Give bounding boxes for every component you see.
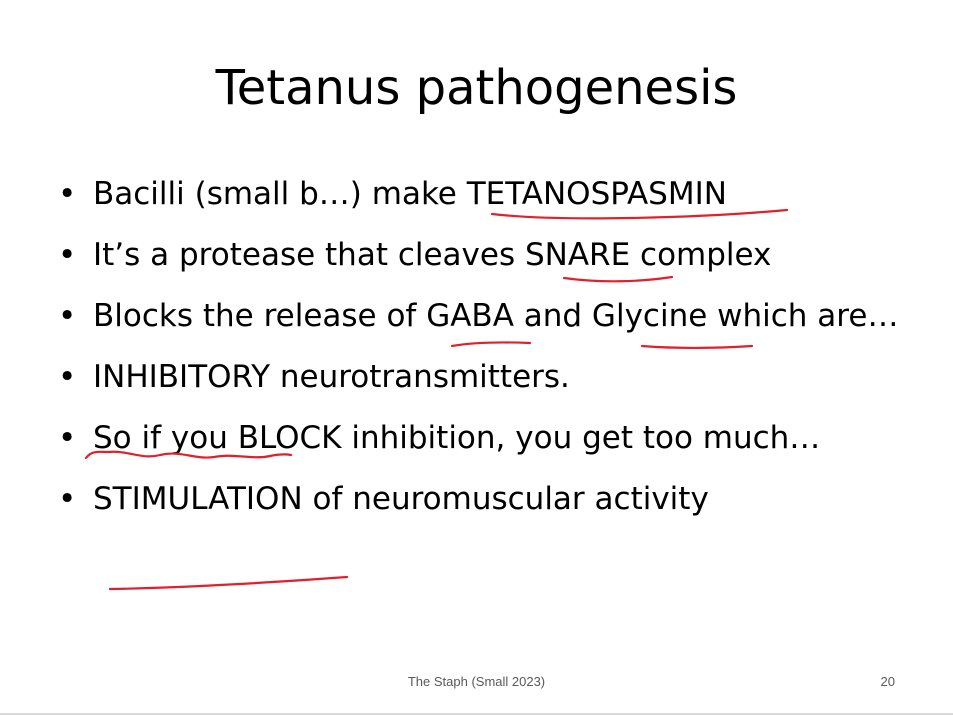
- bullet-item: • Bacilli (small b…) make TETANOSPASMIN: [55, 172, 915, 216]
- bottom-divider: [0, 713, 953, 715]
- bullet-dot-icon: •: [58, 481, 77, 517]
- bullet-dot-icon: •: [58, 420, 77, 456]
- slide-title: Tetanus pathogenesis: [215, 60, 738, 116]
- bullet-text: Blocks the release of GABA and Glycine w…: [93, 298, 899, 334]
- bullet-text: It’s a protease that cleaves SNARE compl…: [93, 237, 772, 273]
- bullet-text: STIMULATION of neuromuscular activity: [93, 481, 709, 517]
- underline-stimulation: [108, 575, 349, 591]
- bullet-item: • STIMULATION of neuromuscular activity: [55, 477, 915, 521]
- bullet-item: • INHIBITORY neurotransmitters.: [55, 355, 915, 399]
- bullet-dot-icon: •: [58, 298, 77, 334]
- bullet-item: • Blocks the release of GABA and Glycine …: [55, 294, 915, 338]
- bullet-dot-icon: •: [58, 176, 77, 212]
- bullet-item: • So if you BLOCK inhibition, you get too…: [55, 416, 915, 460]
- bullet-text: So if you BLOCK inhibition, you get too …: [93, 420, 821, 456]
- bullet-dot-icon: •: [58, 237, 77, 273]
- slide-number: 20: [880, 674, 895, 689]
- bullet-list: • Bacilli (small b…) make TETANOSPASMIN •…: [55, 172, 915, 538]
- bullet-dot-icon: •: [58, 359, 77, 395]
- slide-footer: The Staph (Small 2023): [407, 674, 546, 689]
- bullet-item: • It’s a protease that cleaves SNARE comp…: [55, 233, 915, 277]
- bullet-text: Bacilli (small b…) make TETANOSPASMIN: [93, 176, 727, 212]
- bullet-text: INHIBITORY neurotransmitters.: [93, 359, 570, 395]
